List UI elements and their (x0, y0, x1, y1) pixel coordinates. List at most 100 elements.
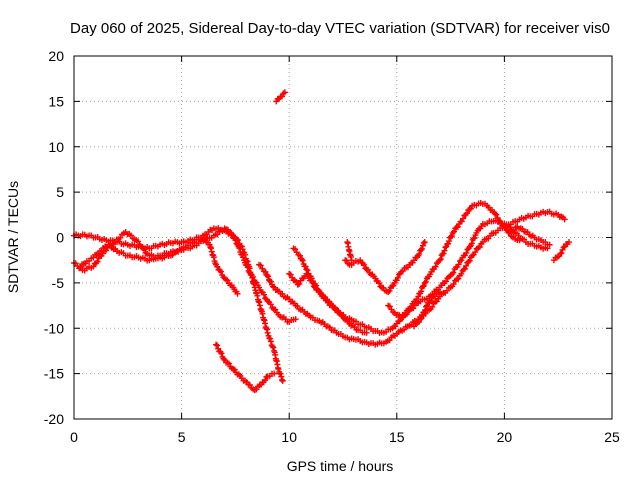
x-tick-label: 15 (389, 429, 405, 445)
y-tick-label: 0 (56, 230, 64, 246)
data-point (267, 278, 274, 285)
data-point (558, 250, 565, 257)
data-point (262, 268, 269, 275)
data-point (361, 261, 368, 268)
data-point (432, 263, 439, 270)
data-point (429, 294, 436, 301)
data-point (257, 262, 264, 269)
data-point (436, 288, 443, 295)
data-point (363, 329, 370, 336)
x-tick-label: 25 (604, 429, 620, 445)
data-point (455, 261, 462, 268)
y-tick-label: 20 (48, 48, 64, 64)
data-point (463, 210, 470, 217)
data-point (495, 217, 502, 224)
data-point (394, 274, 401, 281)
y-tick-label: 10 (48, 139, 64, 155)
data-point (296, 280, 303, 287)
data-point (468, 240, 475, 247)
data-point (231, 366, 238, 373)
y-tick-label: -20 (44, 411, 64, 427)
data-point (419, 245, 426, 252)
data-point (446, 238, 453, 245)
data-point (450, 281, 457, 288)
data-point (322, 294, 329, 301)
data-point (267, 335, 274, 342)
data-point (357, 257, 364, 264)
data-point (516, 237, 523, 244)
data-point (442, 278, 449, 285)
data-point (225, 360, 232, 367)
series-arc-14 (550, 239, 572, 264)
data-point (466, 206, 473, 213)
data-point (279, 377, 286, 384)
data-point (440, 250, 447, 257)
data-point (493, 211, 500, 218)
data-point (422, 307, 429, 314)
data-point (450, 269, 457, 276)
ticks: 0 5 10 15 20 25 -20 -15 -10 -5 0 5 10 15 20 (44, 48, 620, 445)
data-point (303, 270, 310, 277)
data-point (442, 244, 449, 251)
data-point (377, 283, 384, 290)
data-point (441, 247, 448, 254)
data-point (423, 303, 430, 310)
data-point (415, 293, 422, 300)
data-point (214, 263, 221, 270)
data-point (454, 223, 461, 230)
data-point (220, 355, 227, 362)
data-point (447, 233, 454, 240)
data-point (416, 250, 423, 257)
data-point (460, 215, 467, 222)
data-point (418, 246, 425, 253)
data-point (218, 350, 225, 357)
data-point (466, 243, 473, 250)
data-layer (71, 89, 572, 393)
data-point (376, 280, 383, 287)
data-point (461, 265, 468, 272)
data-point (213, 341, 220, 348)
data-point (279, 377, 286, 384)
data-point (117, 234, 124, 241)
series-arc-2 (71, 225, 286, 384)
x-tick-label: 5 (178, 429, 186, 445)
data-point (451, 228, 458, 235)
data-point (275, 366, 282, 373)
data-point (333, 306, 340, 313)
series-arc-4 (213, 341, 278, 393)
series-arc-11 (385, 200, 523, 321)
data-point (296, 252, 303, 259)
data-point (339, 312, 346, 319)
data-point (264, 272, 271, 279)
series-arc-13 (505, 223, 553, 248)
x-tick-label: 10 (281, 429, 297, 445)
data-point (271, 370, 278, 377)
data-point (420, 282, 427, 289)
data-point (208, 248, 215, 255)
data-point (458, 218, 465, 225)
data-point (390, 282, 397, 289)
data-point (224, 277, 231, 284)
series-arc-6 (256, 208, 568, 348)
data-point (386, 287, 393, 294)
data-point (429, 303, 436, 310)
data-point (385, 288, 392, 295)
data-point (455, 275, 462, 282)
data-point (565, 239, 572, 246)
data-point (134, 238, 141, 245)
data-point (264, 329, 271, 336)
chart-title: Day 060 of 2025, Sidereal Day-to-day VTE… (70, 20, 610, 37)
data-point (269, 343, 276, 350)
data-point (240, 254, 247, 261)
data-point (463, 262, 470, 269)
data-point (465, 258, 472, 265)
x-tick-label: 20 (497, 429, 513, 445)
data-point (292, 316, 299, 323)
data-point (417, 316, 424, 323)
data-point (260, 291, 267, 298)
data-point (418, 315, 425, 322)
data-point (234, 290, 241, 297)
data-point (277, 370, 284, 377)
grid (74, 56, 612, 419)
